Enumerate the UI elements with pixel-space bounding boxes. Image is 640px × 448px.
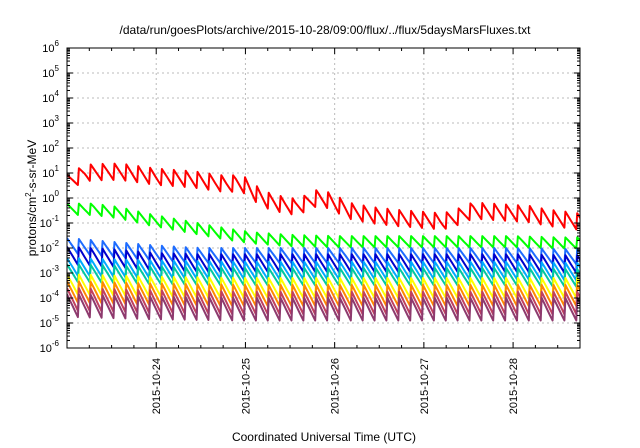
series-group <box>67 162 580 322</box>
y-tick-base: 10 <box>40 243 52 255</box>
x-tick-label: 2015-10-24 <box>151 358 163 414</box>
y-axis-label: protons/cm2-s-sr-MeV <box>24 140 39 256</box>
y-tick-exponent: -3 <box>52 264 60 273</box>
y-tick-base: 10 <box>40 343 52 355</box>
y-tick-base: 10 <box>40 293 52 305</box>
y-tick-label: 105 <box>42 64 59 80</box>
x-tick-label: 2015-10-26 <box>330 358 342 414</box>
y-tick-exponent: 1 <box>55 164 60 173</box>
y-tick-exponent: 3 <box>55 114 60 123</box>
chart-title: /data/run/goesPlots/archive/2015-10-28/0… <box>120 23 532 37</box>
y-tick-label: 102 <box>42 139 59 155</box>
y-tick-label: 10-1 <box>40 214 60 230</box>
series-line <box>67 293 580 322</box>
y-tick-label: 10-4 <box>40 289 60 305</box>
y-tick-base: 10 <box>42 168 54 180</box>
x-tick-label: 2015-10-28 <box>508 358 520 414</box>
series-line <box>67 237 580 266</box>
series-line <box>67 287 580 316</box>
y-tick-base: 10 <box>42 43 54 55</box>
y-tick-label: 10-3 <box>40 264 60 280</box>
series-line <box>67 202 580 250</box>
y-tick-label: 101 <box>42 164 59 180</box>
y-tick-label: 106 <box>42 39 59 55</box>
y-tick-label: 10-5 <box>40 314 60 330</box>
y-tick-base: 10 <box>40 268 52 280</box>
y-tick-base: 10 <box>42 143 54 155</box>
x-tick-labels: 2015-10-24 2015-10-25 2015-10-26 2015-10-27… <box>151 358 520 414</box>
y-tick-exponent: -2 <box>52 239 60 248</box>
series-line <box>67 257 580 282</box>
y-tick-base: 10 <box>40 318 52 330</box>
y-tick-base: 10 <box>42 93 54 105</box>
series-line <box>67 280 580 308</box>
y-tick-exponent: 0 <box>55 189 60 198</box>
y-tick-exponent: -5 <box>52 314 60 323</box>
y-tick-base: 10 <box>42 118 54 130</box>
y-tick-base: 10 <box>42 193 54 205</box>
y-tick-label: 10-6 <box>40 339 60 355</box>
y-tick-label: 10-2 <box>40 239 60 255</box>
y-tick-exponent: -4 <box>52 289 60 298</box>
y-tick-exponent: -1 <box>52 214 60 223</box>
y-tick-exponent: 2 <box>55 139 60 148</box>
series-line <box>67 273 580 299</box>
axis-ticks <box>67 47 580 349</box>
y-tick-base: 10 <box>40 218 52 230</box>
series-line <box>67 263 580 288</box>
x-axis-label: Coordinated Universal Time (UTC) <box>232 430 416 444</box>
series-line <box>67 246 580 274</box>
y-tick-labels: 10-610-510-410-310-210-11001011021031041… <box>40 39 60 355</box>
y-tick-exponent: 5 <box>55 64 60 73</box>
y-tick-label: 103 <box>42 114 59 130</box>
y-tick-exponent: -6 <box>52 339 60 348</box>
y-tick-base: 10 <box>42 68 54 80</box>
y-tick-label: 104 <box>42 89 59 105</box>
y-tick-label: 100 <box>42 189 59 205</box>
y-tick-exponent: 6 <box>55 39 60 48</box>
series-line <box>67 162 580 231</box>
x-tick-label: 2015-10-27 <box>419 358 431 414</box>
y-tick-exponent: 4 <box>55 89 60 98</box>
x-tick-label: 2015-10-25 <box>240 358 252 414</box>
